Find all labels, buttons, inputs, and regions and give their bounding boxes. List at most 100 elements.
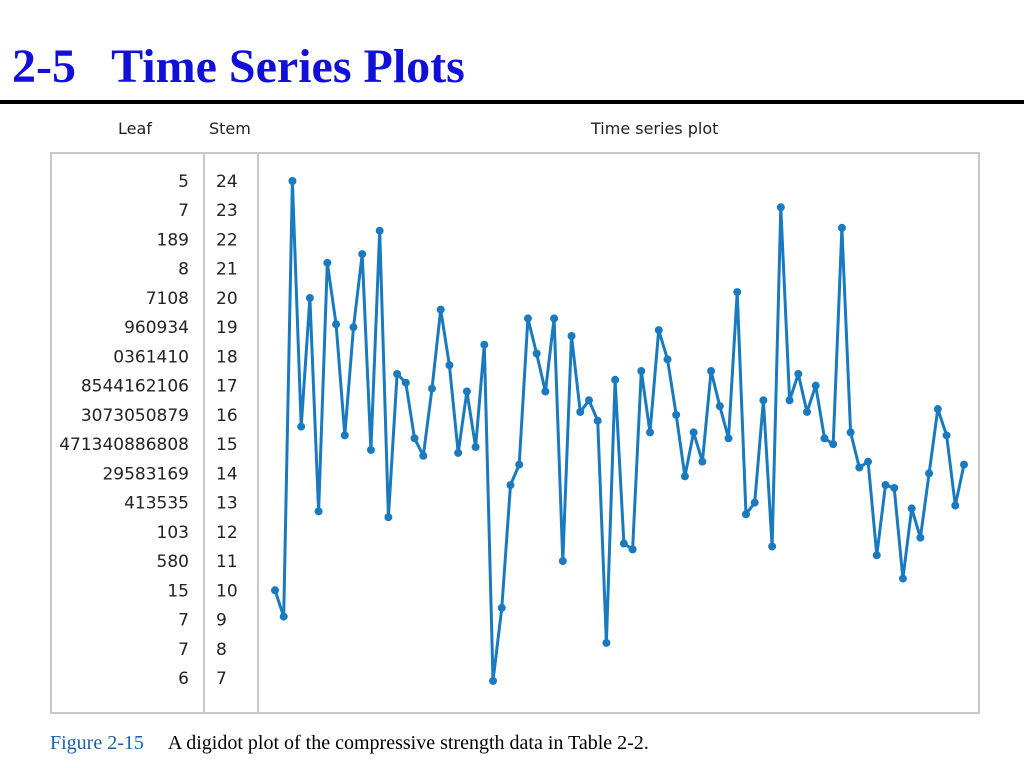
stem-value: 9 <box>216 611 227 631</box>
data-point <box>951 501 960 510</box>
data-point <box>707 367 716 376</box>
data-point <box>811 381 820 390</box>
data-point <box>637 367 646 376</box>
data-point <box>567 331 576 340</box>
data-point <box>462 387 471 396</box>
data-point <box>872 551 881 560</box>
leaf-value: 413535 <box>124 494 189 514</box>
leaf-value: 8544162106 <box>81 377 189 397</box>
slide-title: 2-5 Time Series Plots <box>12 40 465 93</box>
data-point <box>358 250 367 259</box>
data-point <box>349 323 358 332</box>
data-point <box>829 440 838 449</box>
data-point <box>340 431 349 440</box>
data-point <box>698 457 707 466</box>
data-point <box>410 434 419 443</box>
data-point <box>454 448 463 457</box>
plot-header: Time series plot <box>591 119 719 138</box>
data-point <box>593 416 602 425</box>
data-point <box>898 574 907 583</box>
data-point <box>602 638 611 647</box>
stem-value: 11 <box>216 552 238 572</box>
data-point <box>323 258 332 267</box>
data-point <box>550 314 559 323</box>
data-point <box>611 375 620 384</box>
stem-value: 12 <box>216 523 238 543</box>
data-point <box>759 396 768 405</box>
leaf-value: 7 <box>178 640 189 660</box>
data-point <box>925 469 934 478</box>
leaf-value: 15 <box>167 581 189 601</box>
data-point <box>672 410 681 419</box>
data-point <box>532 349 541 358</box>
data-point <box>297 422 306 431</box>
leaf-value: 960934 <box>124 318 189 338</box>
data-point <box>489 676 498 685</box>
data-point <box>785 396 794 405</box>
data-point <box>541 387 550 396</box>
data-point <box>427 384 436 393</box>
leaf-value: 580 <box>157 552 189 572</box>
stem-value: 13 <box>216 494 238 514</box>
leaf-value: 8 <box>178 260 189 280</box>
leaf-value: 6 <box>178 669 189 689</box>
data-point <box>907 504 916 513</box>
data-point <box>942 431 951 440</box>
stem-header: Stem <box>209 119 251 138</box>
data-point <box>855 463 864 472</box>
data-point <box>279 612 288 621</box>
stem-value: 14 <box>216 464 238 484</box>
data-point <box>384 513 393 522</box>
leaf-value: 7 <box>178 201 189 221</box>
data-point <box>768 542 777 551</box>
data-point <box>584 396 593 405</box>
stem-value: 8 <box>216 640 227 660</box>
leaf-value: 7108 <box>146 289 189 309</box>
data-point <box>419 451 428 460</box>
data-point <box>523 314 532 323</box>
data-point <box>724 434 733 443</box>
data-point <box>576 407 585 416</box>
data-point <box>375 226 384 235</box>
data-point <box>960 460 968 469</box>
stem-value: 16 <box>216 406 238 426</box>
data-point <box>393 369 402 378</box>
stem-value: 17 <box>216 377 238 397</box>
data-point <box>776 203 785 212</box>
data-point <box>933 405 942 414</box>
stem-value: 7 <box>216 669 227 689</box>
data-point <box>288 177 297 185</box>
caption-text: A digidot plot of the compressive streng… <box>167 732 649 754</box>
data-point <box>480 340 489 349</box>
data-point <box>733 288 742 297</box>
data-point <box>680 472 689 481</box>
figure-caption: Figure 2-15 A digidot plot of the compres… <box>50 732 649 755</box>
data-point <box>663 355 672 364</box>
data-point <box>366 445 375 454</box>
data-point <box>646 428 655 437</box>
series-line <box>273 179 966 683</box>
data-point <box>401 378 410 387</box>
leaf-value: 5 <box>178 172 189 192</box>
stem-value: 18 <box>216 347 238 367</box>
data-point <box>750 498 759 507</box>
data-point <box>332 320 341 329</box>
leaf-value: 471340886808 <box>59 435 189 455</box>
leaf-value: 103 <box>157 523 189 543</box>
data-point <box>689 428 698 437</box>
data-point <box>497 603 506 612</box>
stem-value: 21 <box>216 260 238 280</box>
stem-value: 22 <box>216 230 238 250</box>
data-point <box>794 369 803 378</box>
data-point <box>715 402 724 411</box>
data-point <box>445 361 454 370</box>
data-point <box>619 539 628 548</box>
data-point <box>881 481 890 490</box>
data-point <box>558 557 567 566</box>
data-point <box>654 326 663 335</box>
title-rule <box>0 100 1024 104</box>
figure-label: Figure 2-15 <box>50 732 144 754</box>
stem-value: 20 <box>216 289 238 309</box>
leaf-value: 7 <box>178 611 189 631</box>
